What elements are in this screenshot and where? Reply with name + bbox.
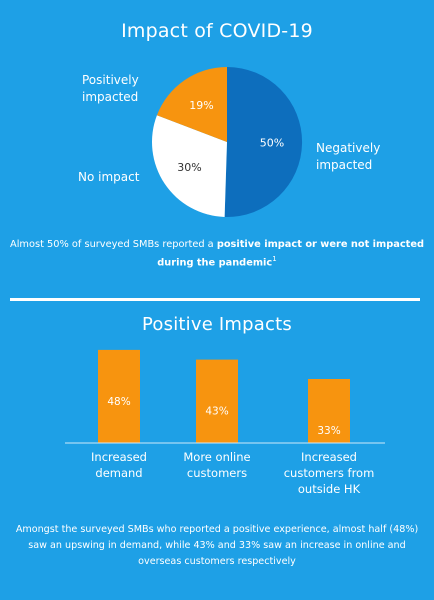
legend-no-impact: No impact [78,170,140,184]
bar-value-label: 48% [107,396,130,408]
bar-category-line: customers from [283,466,375,480]
bar-category-line: More online [183,450,251,464]
bar-category-more-online-customers: More online customers [162,449,272,481]
footnote-marker: 1 [272,255,277,263]
legend-negatively-line1: Negatively [316,141,381,155]
legend-negatively-line2: impacted [316,158,373,172]
bar-1 [98,349,140,443]
legend-negatively-impacted: Negatively impacted [316,140,406,174]
pie-caption-text: Almost 50% of surveyed SMBs reported a [10,239,217,250]
bar-value-label: 43% [205,406,228,418]
bar-value-label: 33% [317,425,340,437]
bar-chart-title: Positive Impacts [142,314,292,335]
pie-chart-title: Impact of COVID-19 [121,20,313,42]
pie-slice-no-impact [152,115,227,217]
legend-positively-line1: Positively [82,73,139,87]
bar-caption: Amongst the surveyed SMBs who reported a… [15,524,419,567]
pie-slice-negatively-impacted [224,66,303,217]
bar-2 [196,359,238,443]
legend-positively-impacted: Positively impacted [82,72,162,106]
section-divider [10,298,420,301]
pie-slice-value-label: 19% [189,99,213,112]
bar-category-outside-hk: Increased customers from outside HK [274,449,384,497]
legend-positively-line2: impacted [82,90,139,104]
bar-category-line: outside HK [297,482,361,496]
bar-category-line: Increased [91,450,147,464]
pie-caption: Almost 50% of surveyed SMBs reported a p… [10,237,424,270]
bar-category-line: demand [95,466,143,480]
bar-category-line: Increased [301,450,357,464]
pie-slice-value-label: 30% [177,161,201,174]
bar-category-increased-demand: Increased demand [64,449,174,481]
pie-caption-bold: positive impact or were not impacted dur… [157,239,425,269]
pie-slice-positively-impacted [156,67,227,142]
bar-category-line: customers [186,466,248,480]
pie-slice-value-label: 50% [260,137,284,150]
bar-3 [308,379,350,443]
